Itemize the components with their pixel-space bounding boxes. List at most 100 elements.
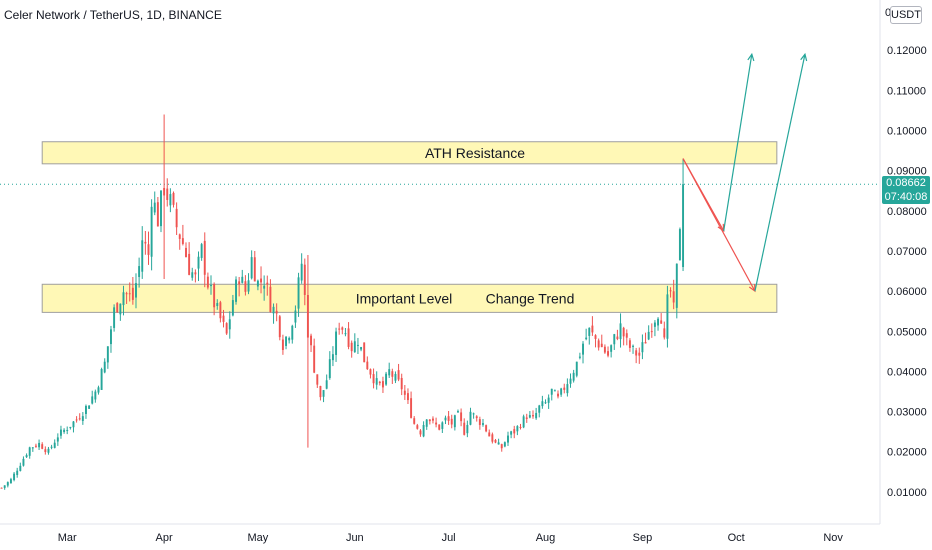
- candle-body: [328, 359, 331, 379]
- candle-body: [66, 429, 69, 431]
- projection-path-0-segment-1: [723, 54, 753, 231]
- candle-body: [203, 240, 206, 275]
- candle-body: [444, 417, 447, 421]
- candle-body: [319, 385, 322, 398]
- candle-body: [160, 190, 162, 227]
- price-tick-label: 0.06000: [887, 286, 927, 298]
- candle-body: [135, 283, 137, 298]
- candle-body: [597, 340, 600, 348]
- time-tick-label: Nov: [823, 532, 843, 544]
- candle-body: [535, 412, 538, 419]
- candle-body: [616, 336, 619, 340]
- candle-body: [153, 202, 156, 213]
- projection-path-0-segment-1-arrowhead: [747, 52, 755, 62]
- candle-body: [594, 335, 597, 339]
- candle-body: [178, 234, 181, 239]
- currency-badge[interactable]: USDT: [890, 6, 922, 24]
- candle-body: [291, 325, 294, 340]
- bar-countdown: 07:40:08: [884, 191, 928, 204]
- candle-body: [507, 435, 509, 443]
- candle-body: [281, 339, 284, 350]
- candle-body: [482, 423, 484, 425]
- candle-body: [44, 449, 47, 453]
- candle-body: [219, 302, 222, 319]
- candle-body: [19, 465, 22, 471]
- candle-body: [100, 369, 103, 390]
- candle-body: [572, 372, 575, 381]
- candle-body: [391, 371, 394, 377]
- time-tick-label: Mar: [58, 532, 77, 544]
- candle-body: [144, 241, 147, 244]
- candle-body: [403, 390, 406, 395]
- candle-body: [641, 342, 644, 353]
- candle-body: [478, 419, 481, 425]
- candle-body: [353, 341, 356, 353]
- candle-body: [425, 419, 428, 427]
- candle-body: [294, 310, 297, 323]
- candle-body: [682, 184, 685, 268]
- candle-body: [394, 373, 397, 381]
- candle-body: [625, 333, 628, 338]
- candle-body: [381, 381, 384, 388]
- candle-body: [300, 263, 303, 281]
- candle-body: [653, 322, 656, 327]
- candle-body: [338, 328, 341, 330]
- candle-body: [413, 418, 416, 424]
- candle-body: [416, 425, 419, 429]
- candle-body: [275, 310, 278, 314]
- candle-body: [419, 430, 422, 435]
- candle-body: [303, 264, 306, 295]
- candle-body: [341, 327, 344, 330]
- candle-body: [607, 351, 609, 356]
- candles-layer: [0, 114, 685, 490]
- candle-body: [59, 429, 62, 436]
- candle-body: [503, 442, 506, 447]
- candle-body: [553, 390, 556, 392]
- candle-body: [628, 340, 631, 348]
- candle-body: [557, 393, 559, 397]
- candle-body: [578, 356, 581, 358]
- candle-body: [6, 482, 9, 486]
- candle-body: [28, 447, 31, 456]
- candle-body: [113, 307, 116, 328]
- candle-body: [335, 331, 338, 355]
- candle-body: [119, 303, 122, 315]
- candle-body: [172, 192, 175, 205]
- candle-body: [544, 402, 547, 404]
- candle-body: [619, 323, 622, 340]
- candle-body: [306, 294, 309, 338]
- last-price-tag: 0.08662 07:40:08: [882, 176, 930, 205]
- candle-body: [0, 487, 3, 489]
- candle-body: [191, 272, 194, 278]
- candle-body: [463, 422, 466, 435]
- candle-body: [560, 388, 563, 395]
- candle-body: [94, 391, 97, 400]
- candle-body: [222, 315, 225, 322]
- candle-body: [156, 202, 159, 227]
- candle-body: [216, 303, 219, 307]
- candle-body: [566, 384, 569, 394]
- candle-body: [285, 336, 288, 346]
- candle-body: [181, 238, 184, 244]
- candle-body: [131, 287, 134, 300]
- candle-body: [169, 194, 172, 206]
- candle-body: [310, 335, 313, 346]
- candle-body: [657, 318, 660, 326]
- candle-body: [231, 300, 234, 316]
- candle-body: [110, 329, 112, 345]
- candle-body: [347, 328, 350, 347]
- price-tick-label: 0.05000: [887, 326, 927, 338]
- candle-body: [253, 257, 256, 282]
- candle-body: [125, 293, 128, 295]
- candle-body: [350, 342, 353, 352]
- candle-body: [88, 405, 91, 409]
- candle-body: [185, 247, 187, 258]
- zone-rect-1[interactable]: [41, 283, 778, 313]
- candle-body: [663, 328, 666, 338]
- candle-body: [122, 292, 125, 306]
- price-tick-label: 0.03000: [887, 407, 927, 419]
- zone-rect-0[interactable]: [41, 141, 778, 165]
- candle-body: [103, 361, 106, 373]
- price-axis: 0.01000 0.02000 0.03000 0.04000 0.05000 0.060…: [887, 45, 927, 499]
